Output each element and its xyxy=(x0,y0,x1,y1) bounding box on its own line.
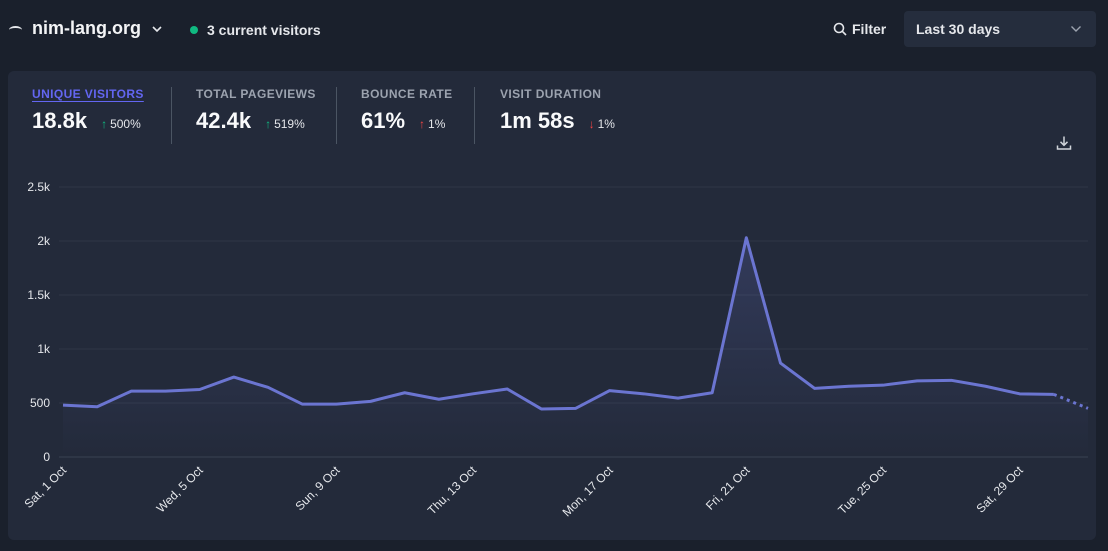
data-point[interactable] xyxy=(777,359,785,367)
stat-change-value: 519% xyxy=(274,117,305,131)
search-icon xyxy=(833,22,847,36)
stat-bounce-rate[interactable]: BOUNCE RATE 61% ↑ 1% xyxy=(361,87,453,134)
data-point[interactable] xyxy=(982,382,990,390)
data-point[interactable] xyxy=(674,394,682,402)
download-icon[interactable] xyxy=(1056,135,1072,151)
filter-button[interactable]: Filter xyxy=(833,21,886,37)
stat-value: 1m 58s xyxy=(500,108,575,133)
x-tick-label: Mon, 17 Oct xyxy=(560,463,617,520)
data-point[interactable] xyxy=(367,397,375,405)
series-area xyxy=(63,237,1088,457)
data-point[interactable] xyxy=(59,401,67,409)
data-point[interactable] xyxy=(503,385,511,393)
data-point[interactable] xyxy=(162,387,170,395)
data-point[interactable] xyxy=(606,387,614,395)
data-point[interactable] xyxy=(537,405,545,413)
data-point[interactable] xyxy=(127,387,135,395)
data-point[interactable] xyxy=(811,384,819,392)
stat-value: 42.4k xyxy=(196,108,252,133)
arrow-up-icon: ↑ xyxy=(101,117,108,131)
main-graph-card: UNIQUE VISITORS 18.8k ↑ 500% TOTAL PAGEV… xyxy=(8,71,1096,540)
stat-unique-visitors[interactable]: UNIQUE VISITORS 18.8k ↑ 500% xyxy=(32,87,144,134)
arrow-down-icon: ↓ xyxy=(588,117,595,131)
data-point[interactable] xyxy=(401,389,409,397)
y-tick-label: 0 xyxy=(43,450,50,464)
y-tick-label: 1k xyxy=(37,342,51,356)
chevron-down-icon xyxy=(1071,26,1081,32)
data-point[interactable] xyxy=(1084,404,1092,412)
data-point[interactable] xyxy=(435,395,443,403)
data-point[interactable] xyxy=(469,390,477,398)
data-point[interactable] xyxy=(332,400,340,408)
period-select[interactable]: Last 30 days xyxy=(904,11,1096,47)
stat-change: ↑ 519% xyxy=(265,117,305,131)
stat-change-value: 1% xyxy=(428,117,446,131)
arrow-up-icon: ↑ xyxy=(419,117,426,131)
stat-label: UNIQUE VISITORS xyxy=(32,87,144,101)
filter-label: Filter xyxy=(852,21,887,37)
data-point[interactable] xyxy=(572,404,580,412)
y-tick-label: 2k xyxy=(37,234,51,248)
stat-change-value: 1% xyxy=(597,117,615,131)
site-switcher[interactable]: nim-lang.org xyxy=(8,18,163,39)
chevron-down-icon xyxy=(152,25,162,32)
x-tick-label: Sat, 29 Oct xyxy=(973,463,1026,516)
series-line-incomplete xyxy=(1053,392,1089,410)
stat-visit-duration[interactable]: VISIT DURATION 1m 58s ↓ 1% xyxy=(500,87,615,134)
series-line xyxy=(62,236,1054,411)
stat-total-pageviews[interactable]: TOTAL PAGEVIEWS 42.4k ↑ 519% xyxy=(196,87,316,134)
x-tick-label: Thu, 13 Oct xyxy=(425,463,480,518)
stat-value: 61% xyxy=(361,108,406,133)
arrow-up-icon: ↑ xyxy=(265,117,272,131)
data-point[interactable] xyxy=(947,376,955,384)
data-point[interactable] xyxy=(1016,390,1024,398)
x-tick-label: Sat, 1 Oct xyxy=(21,463,69,511)
stat-change: ↑ 500% xyxy=(101,117,141,131)
current-visitors[interactable]: 3 current visitors xyxy=(190,22,321,38)
data-point[interactable] xyxy=(196,386,204,394)
data-point[interactable] xyxy=(93,403,101,411)
visitors-chart[interactable]: 0 500 1k 1.5k 2k 2.5k Sat, 1 Oct Wed, 5 Oct Sun,… xyxy=(8,71,1096,540)
data-point[interactable] xyxy=(298,400,306,408)
data-point[interactable] xyxy=(913,377,921,385)
divider xyxy=(474,87,475,144)
top-bar: nim-lang.org 3 current visitors Filter L… xyxy=(0,0,1108,62)
stat-change-value: 500% xyxy=(110,117,141,131)
data-point[interactable] xyxy=(230,373,238,381)
site-name: nim-lang.org xyxy=(32,18,141,38)
stat-label: TOTAL PAGEVIEWS xyxy=(196,87,316,101)
divider xyxy=(336,87,337,144)
x-tick-label: Sun, 9 Oct xyxy=(292,463,342,513)
stat-change: ↑ 1% xyxy=(419,117,445,131)
y-tick-label: 1.5k xyxy=(27,288,51,302)
x-tick-label: Fri, 21 Oct xyxy=(703,463,753,513)
current-visitors-label: 3 current visitors xyxy=(207,22,321,38)
stat-value: 18.8k xyxy=(32,108,88,133)
stat-label: BOUNCE RATE xyxy=(361,87,453,101)
stat-label: VISIT DURATION xyxy=(500,87,602,101)
period-label: Last 30 days xyxy=(916,21,1001,37)
data-point[interactable] xyxy=(1050,390,1058,398)
data-point[interactable] xyxy=(264,383,272,391)
x-tick-label: Wed, 5 Oct xyxy=(154,463,207,516)
data-point[interactable] xyxy=(845,382,853,390)
live-dot-icon xyxy=(190,26,198,34)
data-point[interactable] xyxy=(742,234,750,242)
data-point[interactable] xyxy=(879,381,887,389)
divider xyxy=(171,87,172,144)
data-point[interactable] xyxy=(640,390,648,398)
data-point[interactable] xyxy=(708,389,716,397)
y-tick-label: 500 xyxy=(30,396,50,410)
x-tick-label: Tue, 25 Oct xyxy=(835,463,889,517)
y-tick-label: 2.5k xyxy=(27,180,51,194)
nim-crown-icon xyxy=(8,21,24,37)
stat-change: ↓ 1% xyxy=(589,117,615,131)
